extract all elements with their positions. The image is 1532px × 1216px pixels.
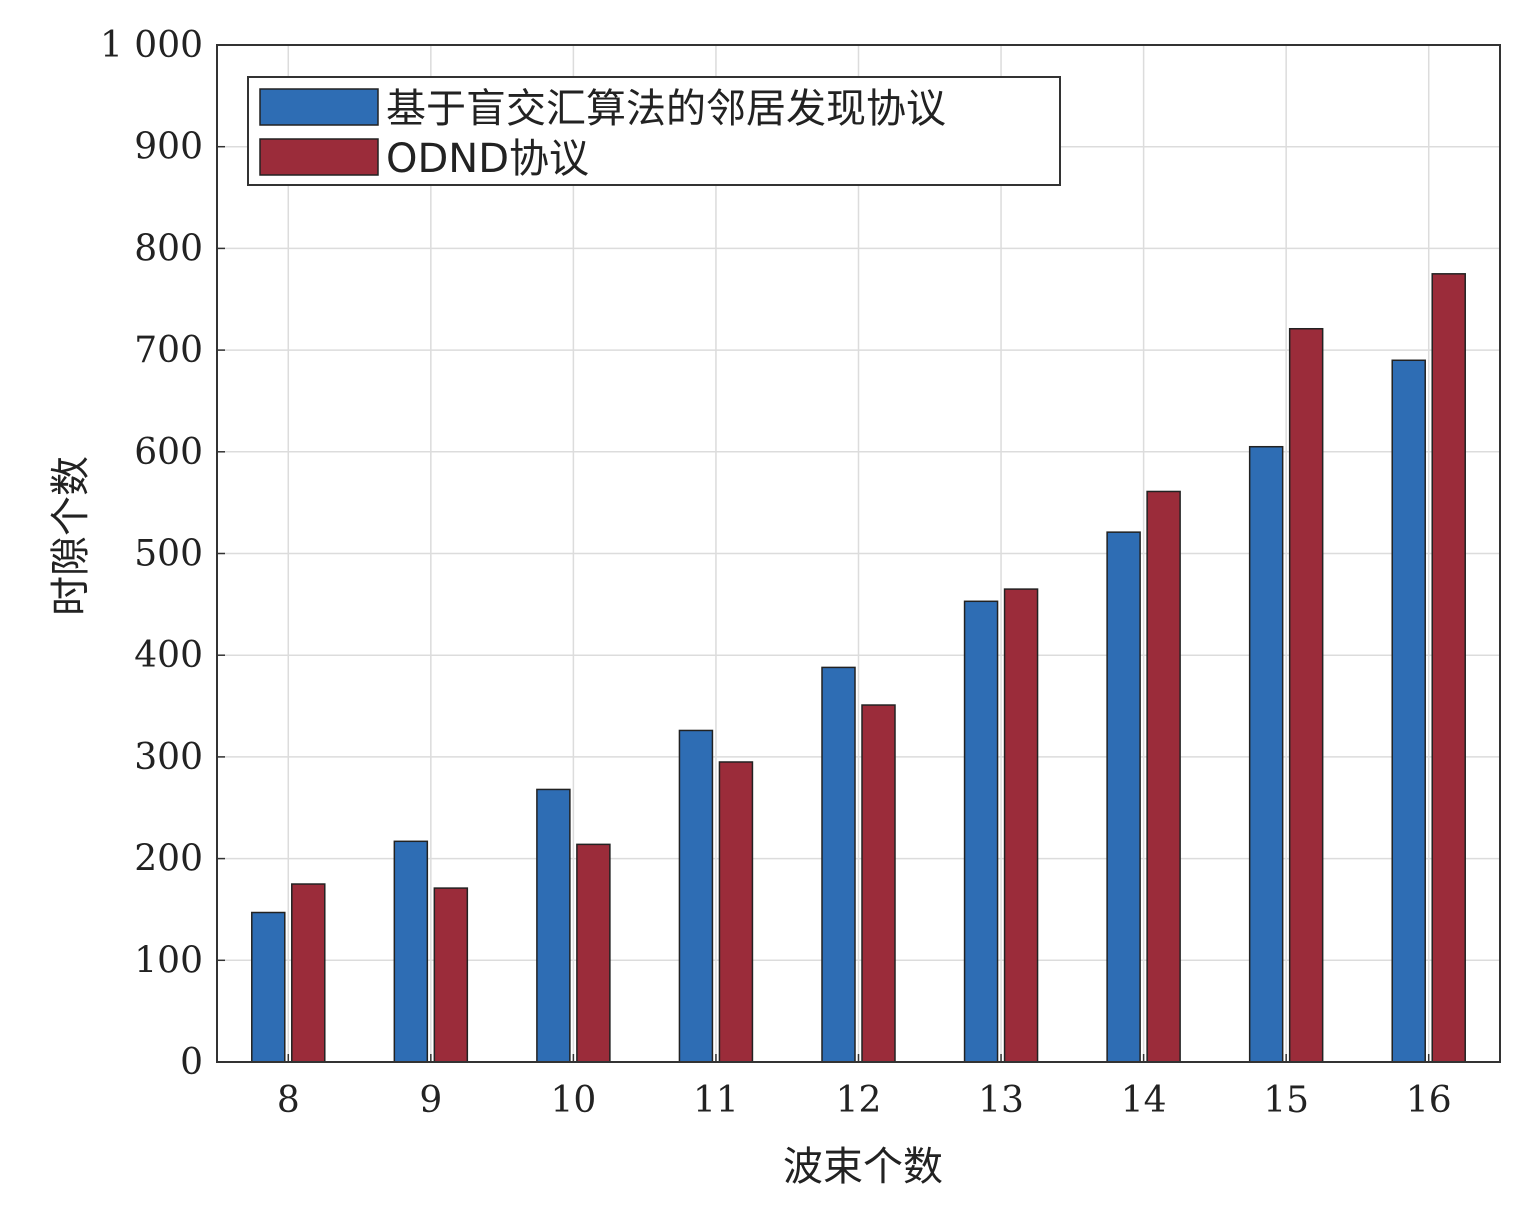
bar-series-1	[1248, 445, 1284, 1063]
bar-series-1	[1106, 531, 1141, 1063]
y-tick-label: 800	[134, 228, 203, 269]
bar-series-1	[678, 729, 714, 1063]
y-tick-label: 200	[134, 839, 203, 880]
x-axis-title: 波束个数	[783, 1144, 943, 1190]
bar-series-2	[433, 887, 469, 1063]
bar-series-1	[963, 600, 999, 1063]
y-tick-label: 700	[134, 330, 203, 371]
y-axis-title: 时隙个数	[48, 456, 94, 616]
bar-series-1	[536, 788, 571, 1063]
x-tick-label: 14	[1121, 1080, 1167, 1121]
x-tick-label: 15	[1263, 1080, 1309, 1121]
legend-box	[247, 76, 1061, 186]
bar-series-2	[1431, 273, 1466, 1063]
bar-series-2	[1288, 327, 1324, 1063]
bar-series-2	[861, 704, 896, 1063]
legend: 基于盲交汇算法的邻居发现协议 ODND协议	[247, 76, 1061, 186]
y-tick-label: 900	[134, 127, 203, 168]
x-tick-label: 16	[1406, 1080, 1452, 1121]
x-tick-label: 11	[693, 1080, 739, 1121]
y-tick-label: 300	[134, 737, 203, 778]
x-tick-label: 12	[836, 1080, 882, 1121]
bar-series-2	[1003, 588, 1039, 1063]
y-tick-label: 500	[134, 534, 203, 575]
bars	[251, 273, 1466, 1063]
legend-label-series-2: ODND协议	[386, 136, 589, 182]
x-tick-label: 10	[550, 1080, 596, 1121]
legend-swatch-series-2	[259, 138, 379, 176]
y-tick-label: 600	[134, 432, 203, 473]
y-tick-label: 0	[180, 1042, 203, 1083]
legend-label-series-1: 基于盲交汇算法的邻居发现协议	[386, 86, 946, 132]
x-tick-label: 9	[419, 1080, 442, 1121]
legend-swatch-series-1	[259, 88, 379, 126]
bar-series-1	[251, 911, 286, 1063]
bar-series-1	[821, 666, 856, 1063]
bar-series-2	[718, 761, 754, 1063]
bar-series-2	[291, 883, 326, 1063]
y-tick-label: 100	[134, 940, 203, 981]
axis-ticks: 0 100 200 300 400 500 600 700 800 900 1 000 8 9 10 11 1…	[100, 25, 1452, 1121]
y-tick-label: 400	[134, 635, 203, 676]
x-tick-label: 13	[978, 1080, 1024, 1121]
bar-series-1	[393, 840, 429, 1063]
bar-series-1	[1391, 359, 1426, 1063]
y-tick-label: 1 000	[100, 25, 203, 66]
bar-series-2	[1146, 490, 1181, 1063]
x-tick-label: 8	[277, 1080, 300, 1121]
bar-series-2	[576, 843, 611, 1063]
